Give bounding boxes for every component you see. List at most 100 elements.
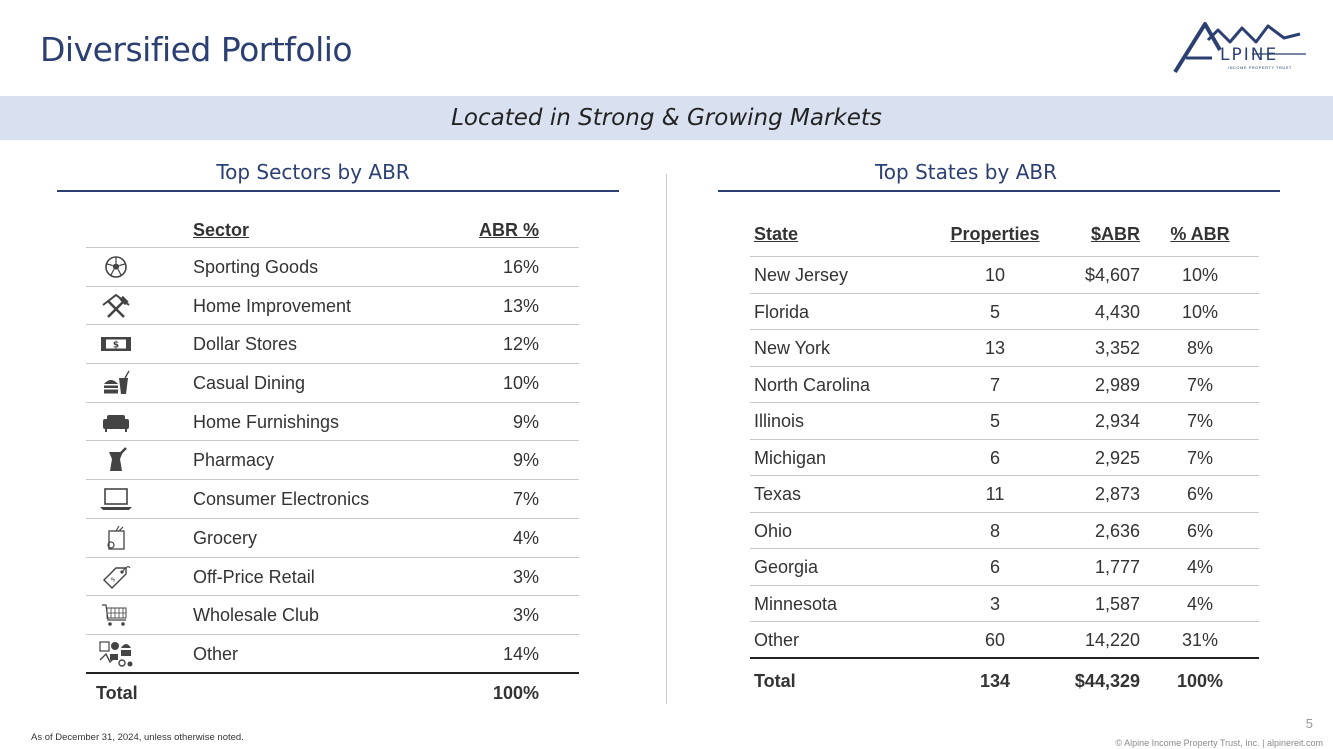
state-properties: 7 xyxy=(989,374,1000,395)
sofa-icon xyxy=(103,414,129,432)
state-properties: 8 xyxy=(989,520,1000,541)
page-title: Diversified Portfolio xyxy=(40,30,353,69)
soccer-ball-icon xyxy=(105,256,127,278)
state-row: Florida 5 4,430 10% xyxy=(750,294,1259,330)
state-row: Michigan 6 2,925 7% xyxy=(750,440,1259,476)
state-properties: 5 xyxy=(989,411,1000,431)
states-total-label: Total xyxy=(754,670,796,691)
abr-column-header: ABR % xyxy=(478,220,539,240)
svg-text:$: $ xyxy=(113,341,119,351)
sectors-total-pct: 100% xyxy=(492,682,539,703)
sector-row: $ Dollar Stores 12% xyxy=(86,325,579,365)
column-divider xyxy=(666,174,667,704)
state-name: Illinois xyxy=(754,411,805,431)
states-heading-rule xyxy=(718,190,1280,192)
sector-pct: 16% xyxy=(502,257,539,277)
sector-name: Home Furnishings xyxy=(193,411,340,432)
copyright: © Alpine Income Property Trust, Inc. | a… xyxy=(1115,738,1323,748)
sectors-table: Sector ABR % Sporting Goods 16% Home Imp… xyxy=(86,212,579,712)
laptop-icon xyxy=(100,488,132,511)
state-name: New York xyxy=(754,338,831,358)
state-properties: 5 xyxy=(989,301,1000,322)
state-row: Texas 11 2,873 6% xyxy=(750,476,1259,513)
state-row: Minnesota 3 1,587 4% xyxy=(750,586,1259,622)
sector-pct: 12% xyxy=(502,334,539,355)
state-properties: 6 xyxy=(989,557,1000,577)
sector-pct: 13% xyxy=(502,295,539,316)
logo-subtitle: INCOME PROPERTY TRUST xyxy=(1228,65,1292,70)
state-properties: 13 xyxy=(984,338,1006,358)
dollar-bill-icon: $ xyxy=(101,337,131,352)
sector-name: Other xyxy=(193,643,239,664)
mountain-logo-icon xyxy=(1173,22,1306,74)
sector-pct: 4% xyxy=(512,527,539,548)
burger-drink-icon xyxy=(104,370,130,395)
sector-name: Casual Dining xyxy=(193,373,306,394)
state-pct: 4% xyxy=(1186,593,1213,614)
state-row: Illinois 5 2,934 7% xyxy=(750,403,1259,440)
state-name: Georgia xyxy=(754,557,819,577)
sector-pct: 9% xyxy=(512,411,539,432)
state-properties: 3 xyxy=(989,593,1000,614)
price-tag-icon: $ xyxy=(103,565,131,589)
sector-name: Grocery xyxy=(193,527,258,548)
states-total-row: Total 134 $44,329 100% xyxy=(750,659,1259,699)
state-row: North Carolina 7 2,989 7% xyxy=(750,367,1259,403)
state-properties: 10 xyxy=(984,265,1006,285)
state-pct: 7% xyxy=(1186,374,1213,395)
state-abr: 3,352 xyxy=(1094,338,1140,358)
state-abr: 1,587 xyxy=(1094,593,1140,614)
state-name: Michigan xyxy=(754,447,827,468)
state-abr: 2,925 xyxy=(1094,447,1140,468)
sector-pct: 3% xyxy=(512,566,539,587)
state-pct: 6% xyxy=(1186,484,1213,504)
sector-pct: 10% xyxy=(502,373,539,394)
state-abr: 2,934 xyxy=(1094,411,1140,431)
sector-name: Sporting Goods xyxy=(193,257,319,277)
sector-row: Wholesale Club 3% xyxy=(86,596,579,635)
sector-row: Home Improvement 13% xyxy=(86,287,579,326)
sector-name: Dollar Stores xyxy=(193,334,298,355)
state-name: Ohio xyxy=(754,520,793,541)
state-name: Florida xyxy=(754,301,810,322)
states-table: State Properties $ABR % ABR New Jersey 1… xyxy=(750,216,1259,699)
logo-wordmark: LPINE xyxy=(1220,45,1279,65)
state-properties: 6 xyxy=(989,447,1000,468)
state-abr: 2,636 xyxy=(1094,520,1140,541)
shopping-cart-icon xyxy=(102,604,127,626)
sector-pct: 9% xyxy=(512,450,539,471)
sectors-total-row: Total 100% xyxy=(86,674,579,712)
banner-text: Located in Strong & Growing Markets xyxy=(451,105,882,131)
state-row: Ohio 8 2,636 6% xyxy=(750,513,1259,549)
sector-name: Consumer Electronics xyxy=(193,489,370,510)
sector-column-header: Sector xyxy=(193,220,250,240)
page-number: 5 xyxy=(1305,716,1313,731)
state-row: Georgia 6 1,777 4% xyxy=(750,549,1259,586)
mortar-pestle-icon xyxy=(109,447,127,472)
state-pct: 8% xyxy=(1186,338,1213,358)
sector-row: $ Off-Price Retail 3% xyxy=(86,558,579,597)
sector-name: Wholesale Club xyxy=(193,605,320,626)
company-logo: LPINE INCOME PROPERTY TRUST xyxy=(1172,20,1312,76)
state-pct: 7% xyxy=(1186,447,1213,468)
state-abr: 14,220 xyxy=(1084,630,1140,650)
state-pct: 31% xyxy=(1181,630,1219,650)
state-pct: 10% xyxy=(1181,301,1219,322)
sector-pct: 14% xyxy=(502,643,539,664)
state-abr: 2,873 xyxy=(1094,484,1140,504)
sector-row: Sporting Goods 16% xyxy=(86,248,579,287)
sector-name: Off-Price Retail xyxy=(193,566,315,587)
state-abr: 1,777 xyxy=(1094,557,1140,577)
sectors-heading-rule xyxy=(57,190,619,192)
grocery-bag-icon xyxy=(107,525,125,550)
state-name: Texas xyxy=(754,484,802,504)
footnote: As of December 31, 2024, unless otherwis… xyxy=(31,732,244,743)
state-properties: 60 xyxy=(984,630,1006,650)
banner: Located in Strong & Growing Markets xyxy=(0,96,1333,140)
sector-name: Home Improvement xyxy=(193,295,352,316)
pct-abr-column-header: % ABR xyxy=(1170,224,1230,244)
state-name: New Jersey xyxy=(754,265,849,285)
states-heading: Top States by ABR xyxy=(874,160,1057,184)
state-abr: 2,989 xyxy=(1094,374,1140,395)
state-row: New York 13 3,352 8% xyxy=(750,330,1259,367)
